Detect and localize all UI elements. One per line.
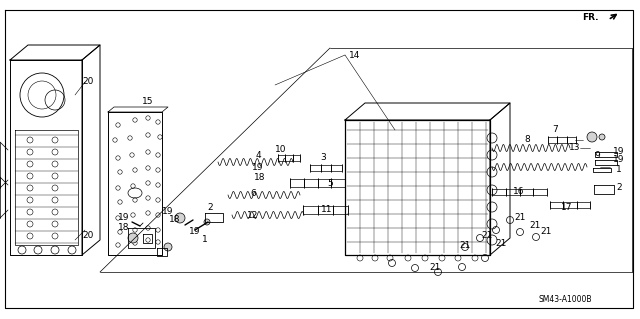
Text: 18: 18 [169,216,180,225]
Text: 4: 4 [255,151,261,160]
Circle shape [599,134,605,140]
Text: 1: 1 [202,235,208,244]
Text: 13: 13 [569,144,580,152]
Text: 3: 3 [320,153,326,162]
Text: 21: 21 [460,241,470,250]
Text: 8: 8 [524,136,530,145]
Text: 18: 18 [118,224,130,233]
Text: 20: 20 [83,231,93,240]
Circle shape [175,213,185,223]
Text: 10: 10 [275,145,287,153]
Text: 19: 19 [118,213,130,222]
Circle shape [204,219,210,225]
Text: 19: 19 [163,207,173,217]
Text: 20: 20 [83,78,93,86]
Text: FR.: FR. [582,13,599,23]
Text: 15: 15 [142,98,154,107]
Circle shape [587,132,597,142]
Text: 9: 9 [594,151,600,160]
Text: 21: 21 [515,213,525,222]
Text: 21: 21 [481,231,493,240]
Text: 21: 21 [529,220,541,229]
Text: SM43-A1000B: SM43-A1000B [538,295,592,305]
Circle shape [128,233,138,243]
Text: 18: 18 [254,174,266,182]
Text: 5: 5 [327,179,333,188]
Text: 17: 17 [561,203,573,211]
Text: 19: 19 [613,155,625,165]
Text: 21: 21 [429,263,441,271]
Text: 6: 6 [250,189,256,197]
Text: 7: 7 [552,125,558,135]
Text: 2: 2 [616,183,622,192]
Text: 19: 19 [613,147,625,157]
Text: 19: 19 [252,164,264,173]
Text: 16: 16 [513,188,525,197]
Circle shape [164,243,172,251]
Text: 11: 11 [321,205,333,214]
Text: 1: 1 [616,166,622,174]
Text: 12: 12 [247,211,259,219]
Text: 21: 21 [495,239,507,248]
Text: 14: 14 [349,50,361,60]
Text: 2: 2 [207,203,213,211]
Text: 21: 21 [540,227,552,236]
Text: 19: 19 [189,227,201,236]
